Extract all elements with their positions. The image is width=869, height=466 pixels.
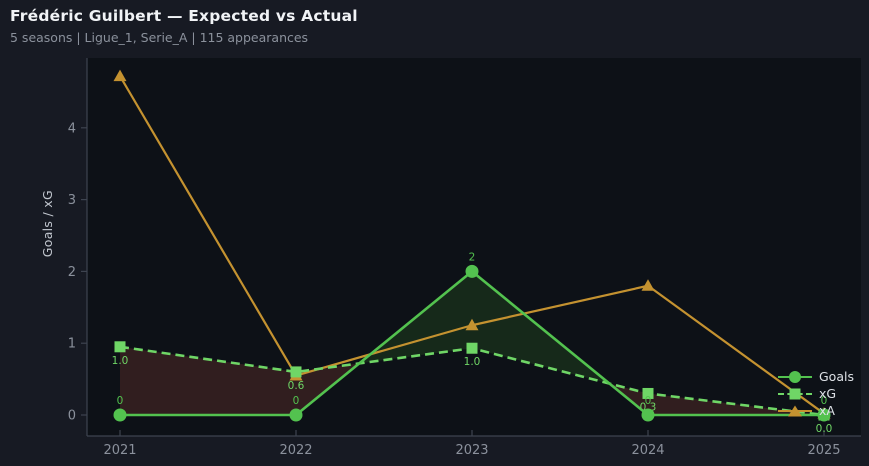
triangle-marker-icon <box>788 405 802 417</box>
chart-subtitle: 5 seasons | Ligue_1, Serie_A | 115 appea… <box>10 30 309 45</box>
svg-text:2023: 2023 <box>455 443 488 458</box>
legend-item-xa: xA <box>778 404 854 418</box>
chart-title: Frédéric Guilbert — Expected vs Actual <box>10 7 358 25</box>
svg-text:0: 0 <box>117 395 124 407</box>
svg-text:1.0: 1.0 <box>464 356 481 368</box>
point-labels-goals: 0 0 2 0 0 <box>117 251 828 407</box>
svg-text:2025: 2025 <box>807 443 840 458</box>
svg-text:2022: 2022 <box>279 443 312 458</box>
tick-labels: 0 1 2 3 4 2021 2022 2023 2024 2025 <box>68 121 841 458</box>
legend-item-xg: xG <box>778 387 854 401</box>
legend-label-goals: Goals <box>819 369 854 384</box>
legend: Goals xG xA <box>778 370 854 418</box>
square-marker-icon <box>789 388 801 400</box>
axes-spines <box>81 58 861 437</box>
svg-text:3: 3 <box>68 193 76 208</box>
svg-text:1: 1 <box>68 337 76 352</box>
legend-item-goals: Goals <box>778 370 854 384</box>
svg-text:2021: 2021 <box>103 443 136 458</box>
legend-label-xa: xA <box>819 403 835 418</box>
svg-text:0.0: 0.0 <box>816 423 833 435</box>
legend-label-xg: xG <box>819 386 837 401</box>
goals-legend-marker <box>778 370 812 384</box>
svg-text:0: 0 <box>293 395 300 407</box>
svg-text:0: 0 <box>68 409 76 424</box>
svg-text:4: 4 <box>68 121 76 136</box>
svg-text:0.6: 0.6 <box>288 380 305 392</box>
svg-text:1.0: 1.0 <box>112 355 129 367</box>
svg-text:0: 0 <box>645 395 652 407</box>
xa-legend-marker <box>778 404 812 418</box>
y-axis-label: Goals / xG <box>40 190 55 258</box>
svg-text:0: 0 <box>821 395 828 407</box>
svg-text:2: 2 <box>469 251 476 263</box>
circle-marker-icon <box>789 371 801 383</box>
series-xa <box>113 69 831 419</box>
xg-legend-marker <box>778 387 812 401</box>
svg-text:2024: 2024 <box>631 443 664 458</box>
svg-text:2: 2 <box>68 265 76 280</box>
series-goals: 0 0 2 0 0 <box>113 251 831 422</box>
